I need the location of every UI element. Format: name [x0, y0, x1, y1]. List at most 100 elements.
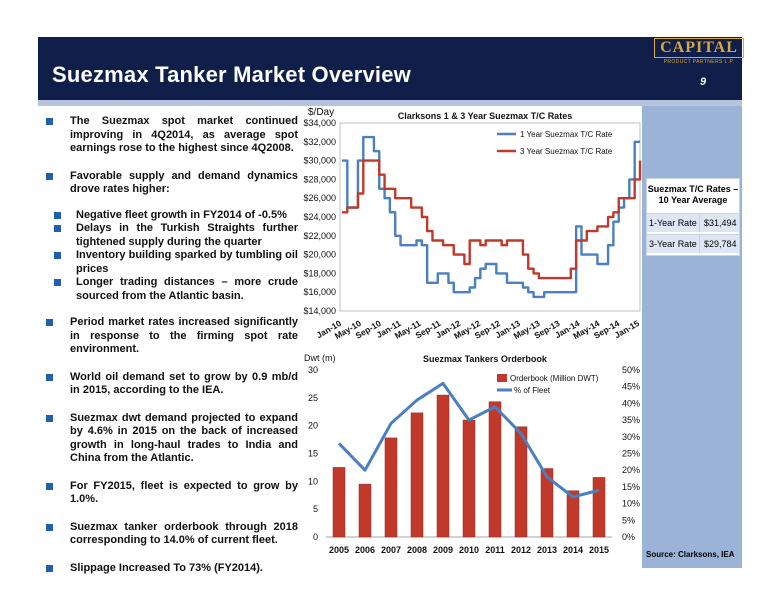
bullet-square-icon: [46, 523, 53, 531]
orderbook-bar: [384, 437, 398, 538]
orderbook-bar: [436, 394, 450, 538]
x-tick-label: 2007: [381, 545, 401, 555]
y2-tick-label: 45%: [622, 382, 640, 392]
orderbook-bar: [462, 419, 476, 538]
legend-label: 1 Year Suezmax T/C Rate: [520, 130, 613, 139]
y-tick-label: $22,000: [303, 231, 336, 241]
y-tick-label: $24,000: [303, 212, 336, 222]
bullet-item: Favorable supply and demand dynamics dro…: [46, 170, 298, 197]
average-row: 3-Year Rate $29,784: [647, 234, 739, 253]
bullet-square-icon: [46, 414, 53, 422]
x-tick-label: 2013: [537, 545, 557, 555]
x-tick-label: Jan-13: [493, 318, 522, 340]
x-tick-label: 2005: [329, 545, 349, 555]
bullet-square-icon: [46, 319, 53, 326]
bullet-square-icon: [54, 279, 61, 286]
bullet-item: Period market rates increased significan…: [46, 316, 298, 357]
x-tick-label: Sep-14: [592, 318, 621, 341]
average-row-label: 3-Year Rate: [649, 239, 697, 249]
y2-tick-label: 20%: [622, 465, 640, 475]
sub-bullet-item: Negative fleet growth in FY2014 of -0.5%: [46, 209, 298, 223]
y2-tick-label: 50%: [622, 365, 640, 375]
x-tick-label: 2011: [485, 545, 505, 555]
y-tick-label: $14,000: [303, 306, 336, 316]
y-axis-title: Dwt (m): [304, 353, 336, 363]
bullet-item: Suezmax dwt demand projected to expand b…: [46, 412, 298, 466]
y-tick-label: $32,000: [303, 137, 336, 147]
chart-title: Suezmax Tankers Orderbook: [423, 354, 548, 364]
three-year-rate-line: [342, 159, 642, 280]
average-row-label: 1-Year Rate: [649, 218, 697, 228]
bullet-list: The Suezmax spot market continued improv…: [46, 115, 298, 575]
y2-tick-label: 30%: [622, 432, 640, 442]
legend-label: Orderbook (Million DWT): [510, 374, 599, 383]
bullet-square-icon: [46, 482, 53, 490]
x-tick-label: Sep-13: [532, 318, 561, 341]
bullet-square-icon: [46, 564, 53, 572]
y2-tick-label: 25%: [622, 449, 640, 459]
company-logo: CAPITAL PRODUCT PARTNERS L.P.: [654, 38, 744, 68]
sub-bullet-item: Longer trading distances – more crude so…: [46, 276, 298, 303]
x-tick-label: Sep-11: [414, 318, 443, 340]
sub-bullet-item: Inventory building sparked by tumbling o…: [46, 249, 298, 276]
bullet-square-icon: [54, 252, 61, 259]
source-note: Source: Clarksons, IEA: [646, 550, 735, 559]
y-tick-label: $34,000: [303, 118, 336, 128]
x-tick-label: 2015: [589, 545, 609, 555]
y-tick-label: $18,000: [303, 268, 336, 278]
y-tick-label: $26,000: [303, 193, 336, 203]
logo-subtext: PRODUCT PARTNERS L.P.: [663, 59, 735, 65]
x-tick-label: Jan-12: [434, 318, 463, 340]
x-tick-label: 2008: [407, 545, 427, 555]
bullet-square-icon: [46, 172, 53, 180]
y-tick-label: 30: [308, 365, 318, 375]
x-tick-label: Sep-10: [354, 318, 383, 341]
plot-area: [339, 122, 641, 312]
x-tick-label: May-14: [571, 318, 601, 341]
orderbook-bar: [410, 412, 424, 538]
orderbook-bar: [514, 426, 528, 538]
average-box-title: Suezmax T/C Rates – 10 Year Average: [647, 184, 739, 205]
sub-bullet-item: Delays in the Turkish Straights further …: [46, 222, 298, 249]
x-tick-label: Jan-11: [375, 318, 403, 340]
y2-tick-label: 10%: [622, 499, 640, 509]
x-tick-label: 2012: [511, 545, 531, 555]
x-tick-label: Jan-14: [553, 318, 582, 340]
legend-label: 3 Year Suezmax T/C Rate: [520, 147, 613, 156]
bullet-square-icon: [54, 225, 61, 232]
x-tick-label: May-12: [452, 318, 482, 341]
bullet-square-icon: [54, 211, 61, 219]
orderbook-bar: [566, 490, 580, 538]
page-title: Suezmax Tanker Market Overview: [52, 62, 411, 87]
y2-tick-label: 0%: [622, 532, 635, 542]
y-tick-label: 20: [308, 421, 318, 431]
y2-tick-label: 5%: [622, 515, 635, 525]
fleet-percent-line: [337, 381, 600, 499]
ten-year-average-box: Suezmax T/C Rates – 10 Year Average 1-Ye…: [646, 178, 740, 256]
chart-title: Clarksons 1 & 3 Year Suezmax T/C Rates: [398, 111, 572, 121]
y2-tick-label: 35%: [622, 415, 640, 425]
x-tick-label: Jan-15: [613, 318, 642, 340]
y-tick-label: 0: [313, 532, 318, 542]
y-axis-title: $/Day: [308, 107, 334, 118]
orderbook-bar: [332, 467, 346, 538]
orderbook-bar: [358, 483, 372, 538]
x-tick-label: 2014: [563, 545, 583, 555]
y-tick-label: $28,000: [303, 174, 336, 184]
y-tick-label: $16,000: [303, 287, 336, 297]
orderbook-bar: [488, 401, 502, 538]
x-tick-label: May-11: [393, 318, 423, 341]
bullet-item: For FY2015, fleet is expected to grow by…: [46, 480, 298, 507]
average-row-value: $31,494: [699, 214, 737, 232]
orderbook-bar: [592, 477, 606, 538]
y-tick-label: 15: [308, 449, 318, 459]
y2-tick-label: 40%: [622, 398, 640, 408]
y-tick-label: $20,000: [303, 250, 336, 260]
decorative-sidebar: [642, 106, 742, 568]
bullet-item: Suezmax tanker orderbook through 2018 co…: [46, 521, 298, 548]
x-tick-label: 2010: [459, 545, 479, 555]
logo-text: CAPITAL: [654, 38, 744, 58]
y-tick-label: 25: [308, 393, 318, 403]
x-tick-label: 2006: [355, 545, 375, 555]
x-tick-label: Jan-10: [315, 318, 344, 340]
